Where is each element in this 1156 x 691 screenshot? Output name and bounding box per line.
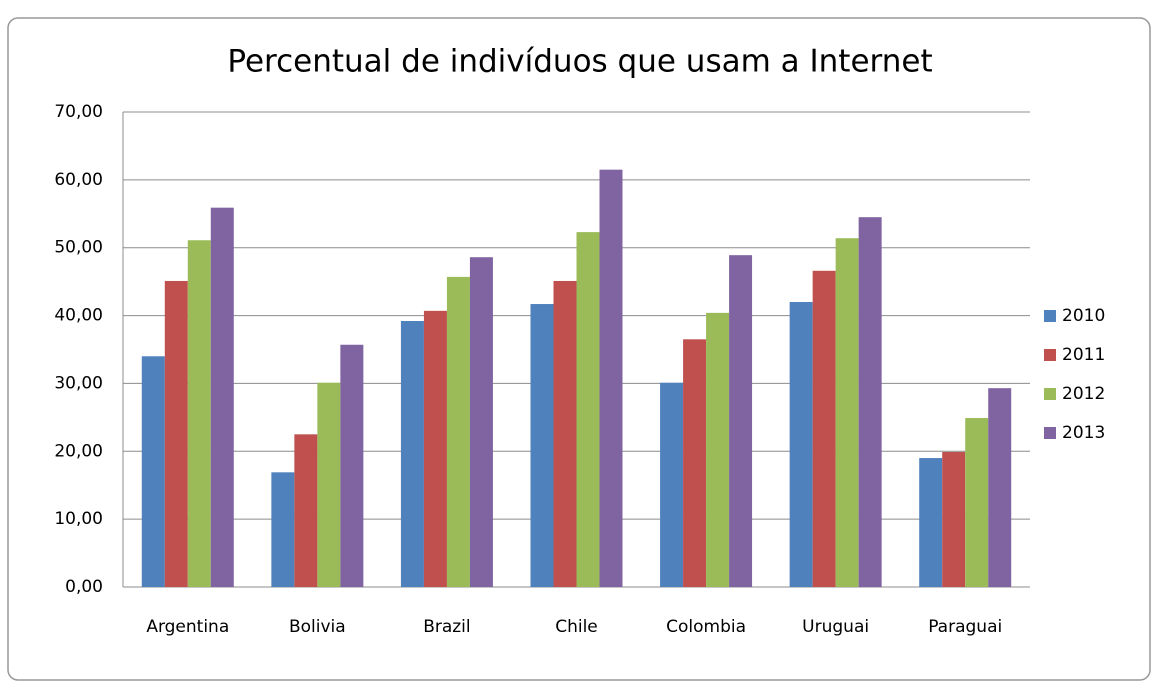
bar bbox=[446, 276, 470, 587]
bar bbox=[340, 344, 364, 587]
x-tick-label: Paraguai bbox=[928, 617, 1002, 637]
bar bbox=[271, 472, 295, 587]
y-tick-label: 20,00 bbox=[54, 441, 103, 461]
legend-label: 2011 bbox=[1062, 345, 1105, 365]
x-tick-label: Brazil bbox=[423, 617, 470, 637]
bar bbox=[469, 257, 493, 587]
x-tick-label: Argentina bbox=[146, 617, 229, 637]
y-tick-label: 50,00 bbox=[54, 238, 103, 258]
x-tick-label: Uruguai bbox=[802, 617, 869, 637]
bar bbox=[660, 382, 684, 587]
y-tick-label: 70,00 bbox=[54, 102, 103, 122]
legend-label: 2012 bbox=[1062, 384, 1105, 404]
bar bbox=[683, 339, 707, 587]
legend-swatch bbox=[1044, 310, 1056, 322]
bar bbox=[317, 382, 341, 587]
bar bbox=[729, 255, 753, 587]
x-tick-label: Bolivia bbox=[289, 617, 346, 637]
y-tick-label: 10,00 bbox=[54, 509, 103, 529]
y-tick-label: 60,00 bbox=[54, 170, 103, 190]
bar bbox=[919, 458, 943, 587]
legend-swatch bbox=[1044, 349, 1056, 361]
y-tick-label: 0,00 bbox=[65, 577, 103, 597]
bar bbox=[965, 418, 989, 587]
bar bbox=[942, 451, 966, 587]
legend-label: 2010 bbox=[1062, 306, 1105, 326]
bar bbox=[599, 169, 623, 587]
bar bbox=[988, 388, 1012, 587]
bar bbox=[789, 302, 813, 587]
bar bbox=[141, 356, 165, 587]
legend-swatch bbox=[1044, 388, 1056, 400]
bar bbox=[858, 217, 882, 587]
bar bbox=[530, 304, 554, 587]
bar bbox=[210, 207, 234, 587]
bar bbox=[164, 280, 188, 587]
bar bbox=[423, 310, 447, 587]
bar bbox=[400, 321, 424, 587]
x-tick-label: Chile bbox=[555, 617, 598, 637]
bar bbox=[553, 280, 577, 587]
legend-label: 2013 bbox=[1062, 423, 1105, 443]
y-tick-label: 30,00 bbox=[54, 373, 103, 393]
bar bbox=[187, 240, 211, 587]
bar bbox=[576, 232, 600, 587]
bar bbox=[294, 434, 318, 587]
legend-swatch bbox=[1044, 427, 1056, 439]
bar bbox=[835, 238, 859, 587]
y-tick-label: 40,00 bbox=[54, 306, 103, 326]
chart-title: Percentual de indivíduos que usam a Inte… bbox=[227, 44, 932, 80]
bar bbox=[706, 312, 730, 587]
x-tick-label: Colombia bbox=[666, 617, 746, 637]
bar bbox=[812, 270, 836, 587]
